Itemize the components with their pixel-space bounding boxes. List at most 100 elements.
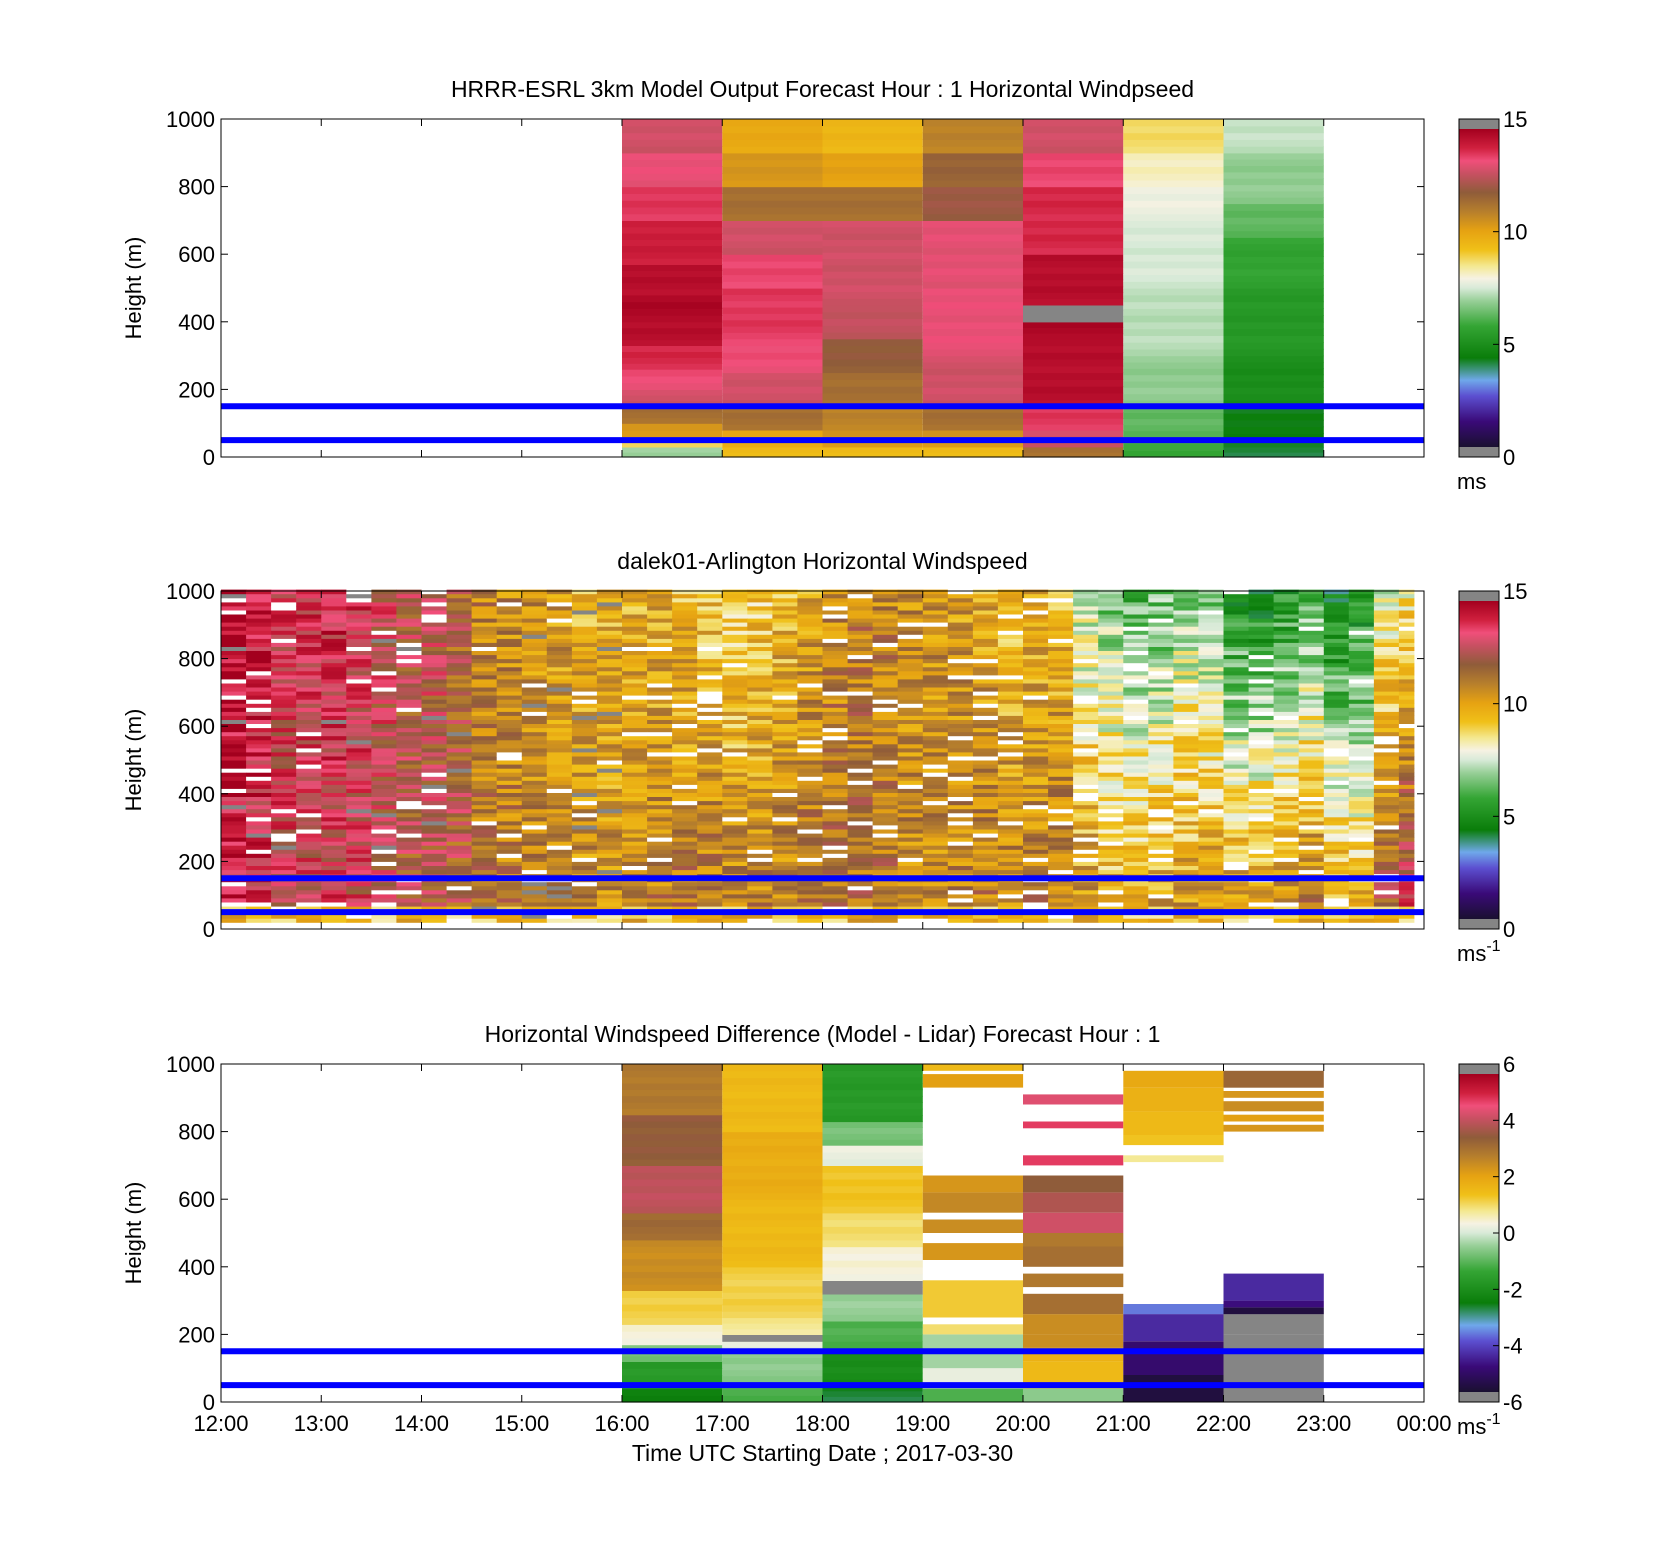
heatmap-cell <box>446 609 473 615</box>
heatmap-cell <box>471 918 498 923</box>
heatmap-cell <box>1023 316 1124 323</box>
heatmap-cell <box>672 634 698 639</box>
heatmap-cell <box>797 638 823 643</box>
heatmap-cell <box>1048 893 1074 899</box>
heatmap-cell <box>822 365 923 374</box>
heatmap-cell <box>1123 853 1149 858</box>
heatmap-cell <box>872 642 899 647</box>
heatmap-cell <box>1198 650 1224 656</box>
heatmap-cell <box>972 768 999 773</box>
heatmap-cell <box>1048 788 1074 793</box>
heatmap-cell <box>722 792 748 797</box>
heatmap-cell <box>772 755 798 761</box>
heatmap-cell <box>822 626 849 631</box>
heatmap-cell <box>321 638 347 643</box>
heatmap-cell <box>722 861 748 866</box>
heatmap-cell <box>346 597 372 603</box>
heatmap-cell <box>922 328 1024 336</box>
heatmap-cell <box>822 1385 923 1392</box>
heatmap-cell <box>922 1192 1024 1213</box>
heatmap-cell <box>797 695 823 700</box>
colorbar-tick-label: -6 <box>1503 1390 1523 1415</box>
y-tick-label: 0 <box>203 917 215 942</box>
heatmap-cell <box>722 1185 823 1194</box>
heatmap-cell <box>1323 739 1350 745</box>
heatmap-cell <box>847 837 874 842</box>
heatmap-cell <box>697 881 723 887</box>
heatmap-cell <box>471 658 498 664</box>
heatmap-cell <box>647 784 673 789</box>
heatmap-cell <box>647 605 673 611</box>
heatmap-cell <box>1173 897 1199 903</box>
heatmap-cell <box>1298 638 1325 643</box>
heatmap-cell <box>622 914 648 919</box>
heatmap-cell <box>321 743 347 749</box>
heatmap-cell <box>1023 711 1049 716</box>
heatmap-cell <box>722 674 748 680</box>
heatmap-cell <box>346 739 372 745</box>
heatmap-cell <box>647 796 673 802</box>
heatmap-cell <box>847 788 874 793</box>
heatmap-cell <box>647 804 673 810</box>
heatmap-cell <box>622 703 648 708</box>
heatmap-cell <box>1048 622 1074 627</box>
heatmap-cell <box>1273 897 1300 903</box>
heatmap-cell <box>346 674 372 680</box>
heatmap-cell <box>747 743 773 749</box>
heatmap-cell <box>822 897 849 903</box>
heatmap-cell <box>822 132 923 140</box>
heatmap-cell <box>997 658 1024 664</box>
heatmap-cell <box>346 642 372 647</box>
heatmap-cell <box>596 589 623 595</box>
heatmap-cell <box>346 751 372 757</box>
heatmap-cell <box>1123 784 1149 789</box>
heatmap-cell <box>972 747 999 753</box>
heatmap-cell <box>221 853 247 858</box>
heatmap-cell <box>1098 618 1124 623</box>
heatmap-cell <box>647 820 673 826</box>
heatmap-cell <box>1098 634 1124 639</box>
heatmap-cell <box>421 743 448 749</box>
heatmap-cell <box>421 760 448 765</box>
heatmap-cell <box>822 430 923 437</box>
heatmap-cell <box>822 772 849 777</box>
heatmap-cell <box>847 646 874 651</box>
heatmap-cell <box>421 857 448 862</box>
heatmap-cell <box>947 666 974 672</box>
heatmap-cell <box>571 638 598 643</box>
heatmap-cell <box>1098 869 1124 875</box>
heatmap-cell <box>872 715 899 720</box>
heatmap-cell <box>1248 751 1275 757</box>
heatmap-cell <box>722 1285 823 1293</box>
heatmap-cell <box>972 727 999 733</box>
heatmap-cell <box>922 220 1024 228</box>
heatmap-cell <box>371 739 397 745</box>
heatmap-cell <box>246 593 272 599</box>
heatmap-cell <box>722 1266 823 1274</box>
heatmap-cell <box>1223 715 1250 720</box>
heatmap-cell <box>1298 723 1325 729</box>
heatmap-cell <box>722 768 748 773</box>
heatmap-cell <box>246 841 272 846</box>
heatmap-cell <box>922 267 1024 276</box>
heatmap-cell <box>346 622 372 627</box>
heatmap-cell <box>922 638 949 643</box>
heatmap-cell <box>496 751 523 757</box>
heatmap-cell <box>722 841 748 846</box>
heatmap-cell <box>1248 691 1275 696</box>
heatmap-cell <box>822 666 849 672</box>
heatmap-cell <box>897 638 924 643</box>
heatmap-cell <box>1023 372 1124 380</box>
heatmap-cell <box>546 845 573 850</box>
heatmap-cell <box>346 735 372 741</box>
heatmap-cell <box>672 889 698 895</box>
heatmap-cell <box>471 751 498 757</box>
heatmap-cell <box>622 837 648 842</box>
heatmap-cell <box>571 897 598 903</box>
heatmap-cell <box>1123 837 1149 842</box>
heatmap-cell <box>1048 670 1074 676</box>
heatmap-cell <box>546 881 573 887</box>
heatmap-cell <box>872 885 899 891</box>
heatmap-cell <box>296 747 322 753</box>
heatmap-cell <box>997 605 1024 611</box>
